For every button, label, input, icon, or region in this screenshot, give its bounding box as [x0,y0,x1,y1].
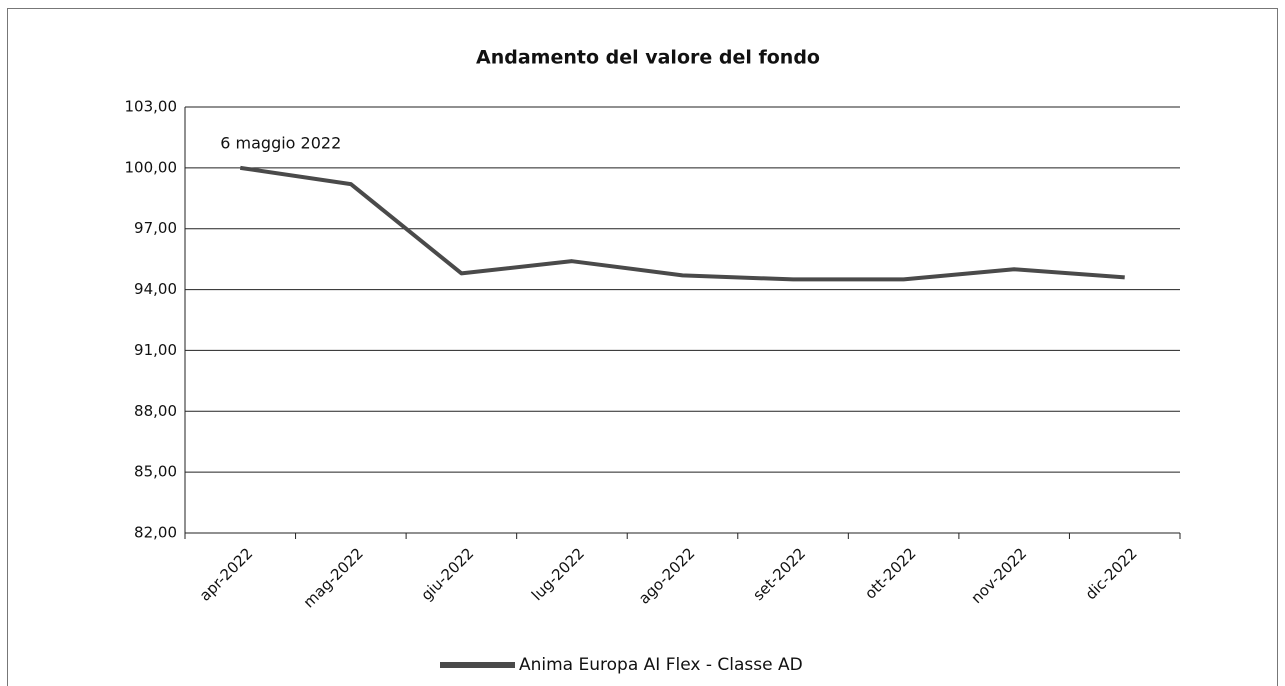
y-tick-label: 94,00 [134,280,177,298]
y-tick-label: 100,00 [125,158,178,176]
chart-frame [7,8,1278,686]
y-tick-label: 103,00 [125,98,178,116]
line-series [239,165,1125,282]
y-tick-label: 88,00 [134,402,177,420]
y-tick-label: 82,00 [134,524,177,542]
y-tick-label: 85,00 [134,463,177,481]
y-tick-label: 97,00 [134,219,177,237]
y-tick-label: 91,00 [134,341,177,359]
chart-title: Andamento del valore del fondo [476,47,820,69]
annotation: 6 maggio 2022 [220,133,341,152]
legend-label: Anima Europa AI Flex - Classe AD [519,655,803,675]
